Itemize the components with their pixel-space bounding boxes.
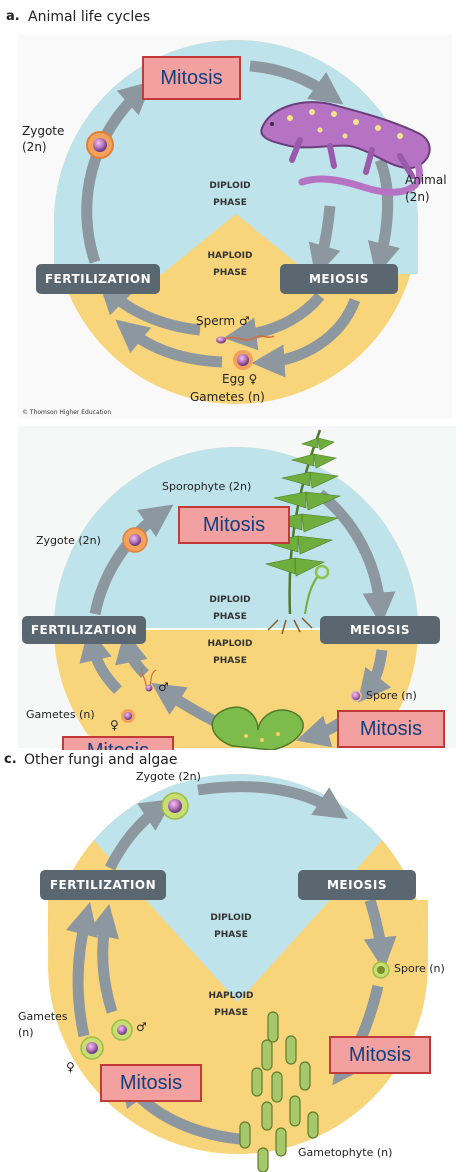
zygote-ploidy-a: (2n)	[22, 140, 47, 154]
mitosis-label-b-right: Mitosis	[337, 710, 445, 748]
animal-label: Animal	[405, 173, 447, 187]
fertilization-box-b: FERTILIZATION	[22, 616, 146, 644]
egg-label: Egg ♀	[222, 372, 258, 386]
panel-a-letter: a.	[6, 9, 20, 24]
arrow-meiosis-to-sperm	[223, 292, 325, 351]
arrow-gametes-to-fertilization	[79, 627, 122, 694]
arrow-egg-to-fertilization	[115, 319, 223, 368]
mitosis-label-b-top: Mitosis	[178, 506, 290, 544]
meiosis-box-b: MEIOSIS	[320, 616, 440, 644]
mitosis-label-b-cut: Mitosis	[62, 736, 174, 750]
arrow-sporophyte-to-meiosis	[316, 489, 396, 626]
diploid-phase-label-c: DIPLOID PHASE	[210, 913, 252, 940]
diploid-phase-label-b: DIPLOID PHASE	[209, 595, 251, 622]
panel-c-title: Other fungi and algae	[24, 752, 178, 768]
sperm-label: Sperm ♂	[196, 314, 250, 328]
zygote-label-c: Zygote (2n)	[136, 770, 201, 783]
gametes-ploidy-c: (n)	[18, 1026, 34, 1039]
haploid-phase-label-c: HAPLOID PHASE	[208, 991, 254, 1018]
panel-a-title: Animal life cycles	[28, 9, 151, 25]
spore-cell-b	[350, 690, 362, 702]
spore-label-c: Spore (n)	[394, 962, 445, 975]
arrow-gametes-to-fertilization-2	[115, 629, 149, 678]
mitosis-label-c-right: Mitosis	[329, 1036, 431, 1074]
arrow-meiosis-to-egg	[251, 297, 361, 378]
meiosis-box-a: MEIOSIS	[280, 264, 398, 294]
arrow-meiosis-to-spore	[357, 649, 392, 703]
meiosis-box-c: MEIOSIS	[298, 870, 416, 900]
gametophyte-label-c: Gametophyte (n)	[298, 1146, 393, 1159]
gametophyte-illustration-c	[239, 1011, 319, 1172]
diploid-phase-area-c	[48, 774, 428, 1002]
arrow-sperm-to-fertilization	[98, 280, 201, 336]
panel-fungi-algae-life-cycle: c. Other fungi and algae	[0, 750, 476, 1172]
gametes-label-b: Gametes (n)	[26, 708, 95, 721]
zygote-label-b: Zygote (2n)	[36, 534, 101, 547]
copyright-notice: © Thomson Higher Education	[22, 409, 112, 416]
haploid-phase-label-a: HAPLOID PHASE	[207, 251, 253, 278]
sperm-cell	[216, 335, 275, 344]
arrow-zygote-to-meiosis	[197, 781, 348, 819]
panel-plant-life-cycle: Sporophyte (2n) Zygote (2n) Mitosis DIPL…	[0, 424, 476, 750]
arrow-zygote-to-sporophyte	[89, 504, 174, 616]
arrow-meiosis-down	[308, 205, 341, 278]
diploid-phase-label-a: DIPLOID PHASE	[209, 181, 251, 208]
panel-c-diagram	[18, 772, 456, 1172]
gametophyte-illustration-b	[211, 706, 304, 750]
gametes-label-a: Gametes (n)	[190, 390, 265, 404]
arrow-gametes-to-fertilization-c2	[86, 903, 119, 1014]
mitosis-label-c-bottom: Mitosis	[100, 1064, 202, 1102]
animal-ploidy: (2n)	[405, 190, 430, 204]
gametes-cells-b	[121, 667, 157, 723]
female-symbol-b: ♀	[110, 718, 119, 732]
zygote-label-a: Zygote	[22, 124, 65, 138]
sporophyte-label: Sporophyte (2n)	[162, 480, 252, 493]
panel-c-letter: c.	[4, 752, 17, 767]
arrow-animal-to-meiosis	[367, 157, 401, 277]
mitosis-label-a: Mitosis	[142, 56, 241, 100]
arrow-mitosis-to-animal	[249, 60, 344, 105]
spore-label-b: Spore (n)	[366, 689, 417, 702]
arrow-meiosis-to-spore-c	[363, 898, 397, 971]
arrow-fertilization-to-zygote	[105, 798, 174, 871]
arrow-zygote-to-mitosis	[81, 80, 153, 264]
gametes-cells-c	[80, 1019, 133, 1060]
salamander-illustration	[260, 101, 431, 196]
fertilization-box-c: FERTILIZATION	[40, 870, 166, 900]
male-symbol-b: ♂	[158, 680, 169, 694]
panel-animal-life-cycle: a. Animal life cycles	[0, 0, 476, 420]
haploid-phase-label-b: HAPLOID PHASE	[207, 639, 253, 666]
male-symbol-c: ♂	[136, 1020, 147, 1034]
fertilization-box-a: FERTILIZATION	[36, 264, 160, 294]
arrow-gametes-to-fertilization-c	[65, 901, 99, 1038]
gametes-label-c: Gametes	[18, 1010, 68, 1023]
female-symbol-c: ♀	[66, 1060, 75, 1074]
